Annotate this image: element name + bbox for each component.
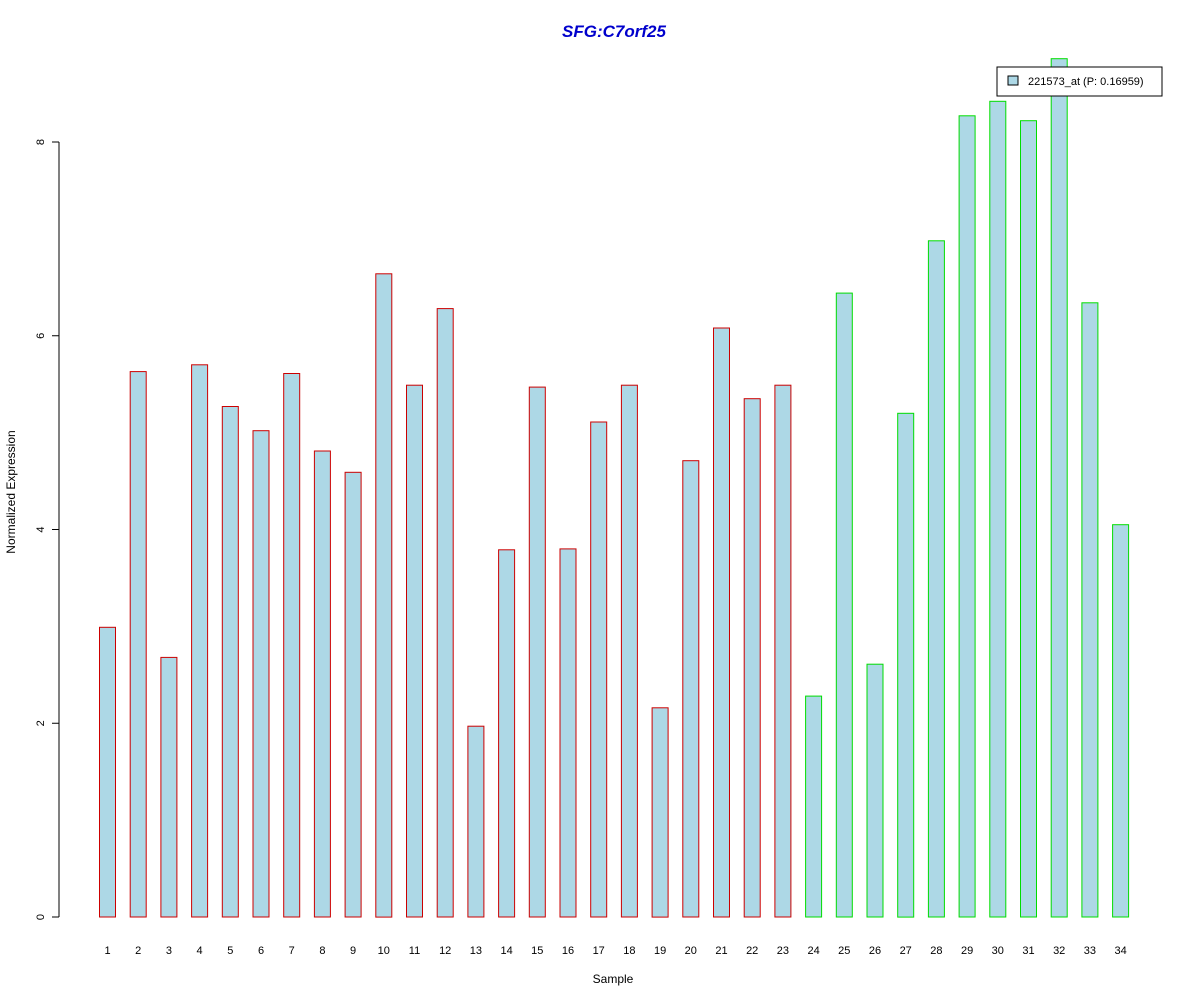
x-tick-label: 32 [1053, 945, 1065, 957]
bar-sample-34 [1112, 524, 1130, 918]
x-tick-label: 5 [227, 945, 233, 957]
y-tick-label: 2 [35, 720, 47, 726]
bars [99, 58, 1130, 918]
x-tick-label: 18 [623, 945, 635, 957]
bar-sample-6 [252, 430, 270, 918]
x-tick-label: 20 [685, 945, 697, 957]
x-tick-label: 9 [350, 945, 356, 957]
y-tick-label: 8 [35, 139, 47, 145]
x-tick-label: 8 [319, 945, 325, 957]
bar-sample-7 [283, 373, 301, 918]
x-tick-label: 14 [500, 945, 512, 957]
bar-sample-30 [989, 100, 1007, 918]
bar-sample-27 [897, 412, 915, 918]
x-tick-label: 25 [838, 945, 850, 957]
bar-sample-29 [958, 115, 976, 918]
x-tick-label: 34 [1114, 945, 1126, 957]
x-tick-label: 16 [562, 945, 574, 957]
x-tick-label: 1 [104, 945, 110, 957]
bar-sample-17 [590, 421, 608, 918]
bar-sample-1 [99, 626, 116, 918]
bar-sample-20 [682, 460, 700, 918]
bar-sample-19 [651, 707, 669, 918]
bar-sample-5 [221, 406, 239, 918]
bar-sample-32 [1050, 58, 1068, 918]
y-tick-label: 4 [35, 526, 47, 532]
bar-sample-3 [160, 656, 178, 918]
x-tick-label: 7 [289, 945, 295, 957]
x-tick-label: 6 [258, 945, 264, 957]
bar-sample-14 [498, 549, 516, 918]
bar-sample-13 [467, 725, 485, 918]
x-tick-label: 23 [777, 945, 789, 957]
x-tick-label: 31 [1022, 945, 1034, 957]
x-tick-label: 11 [409, 945, 420, 957]
bar-sample-31 [1020, 120, 1037, 918]
bar-sample-10 [375, 273, 393, 918]
legend-label: 221573_at (P: 0.16959) [1028, 76, 1144, 88]
bar-sample-8 [313, 450, 331, 918]
x-tick-label: 27 [900, 945, 912, 957]
x-tick-label: 29 [961, 945, 973, 957]
x-tick-label: 10 [378, 945, 390, 957]
bar-sample-4 [191, 364, 209, 918]
x-tick-label: 26 [869, 945, 881, 957]
bar-sample-9 [344, 471, 362, 918]
bar-sample-23 [774, 384, 792, 918]
x-tick-labels: 1 2 3 4 5 6 7 8 9 10 11 12 13 14 15 16 17 18 19 20 21 22 23 24 2… [104, 945, 1126, 957]
x-tick-label: 13 [470, 945, 482, 957]
x-tick-label: 24 [807, 945, 819, 957]
legend-swatch [1007, 75, 1019, 86]
x-tick-label: 4 [197, 945, 203, 957]
x-tick-label: 30 [992, 945, 1004, 957]
x-tick-label: 33 [1084, 945, 1096, 957]
bar-sample-28 [927, 240, 945, 918]
y-tick-label: 6 [35, 333, 47, 339]
bar-sample-15 [528, 386, 546, 918]
x-tick-label: 19 [654, 945, 666, 957]
y-axis: 0 2 4 6 8 [35, 139, 60, 920]
bar-sample-25 [835, 292, 853, 918]
x-tick-label: 28 [930, 945, 942, 957]
bar-sample-16 [559, 548, 577, 918]
legend-box [996, 66, 1163, 97]
x-tick-label: 12 [439, 945, 451, 957]
bar-sample-22 [743, 398, 761, 918]
x-axis-label: Sample [593, 972, 634, 986]
y-axis-label: Normalized Expression [4, 430, 18, 553]
y-tick-label: 0 [35, 914, 47, 920]
x-tick-label: 2 [135, 945, 141, 957]
x-tick-label: 22 [746, 945, 758, 957]
bar-sample-12 [436, 308, 454, 918]
chart-title: SFG:C7orf25 [562, 22, 666, 41]
x-tick-label: 21 [715, 945, 727, 957]
x-tick-label: 3 [166, 945, 172, 957]
bar-sample-26 [866, 663, 884, 918]
bar-sample-33 [1081, 302, 1099, 918]
bar-sample-24 [805, 695, 823, 918]
bar-sample-18 [620, 384, 638, 918]
x-tick-label: 17 [593, 945, 605, 957]
legend: 221573_at (P: 0.16959) [996, 66, 1163, 97]
bar-sample-21 [713, 327, 730, 918]
bar-sample-11 [406, 384, 423, 918]
bar-sample-2 [129, 371, 147, 918]
x-tick-label: 15 [531, 945, 543, 957]
